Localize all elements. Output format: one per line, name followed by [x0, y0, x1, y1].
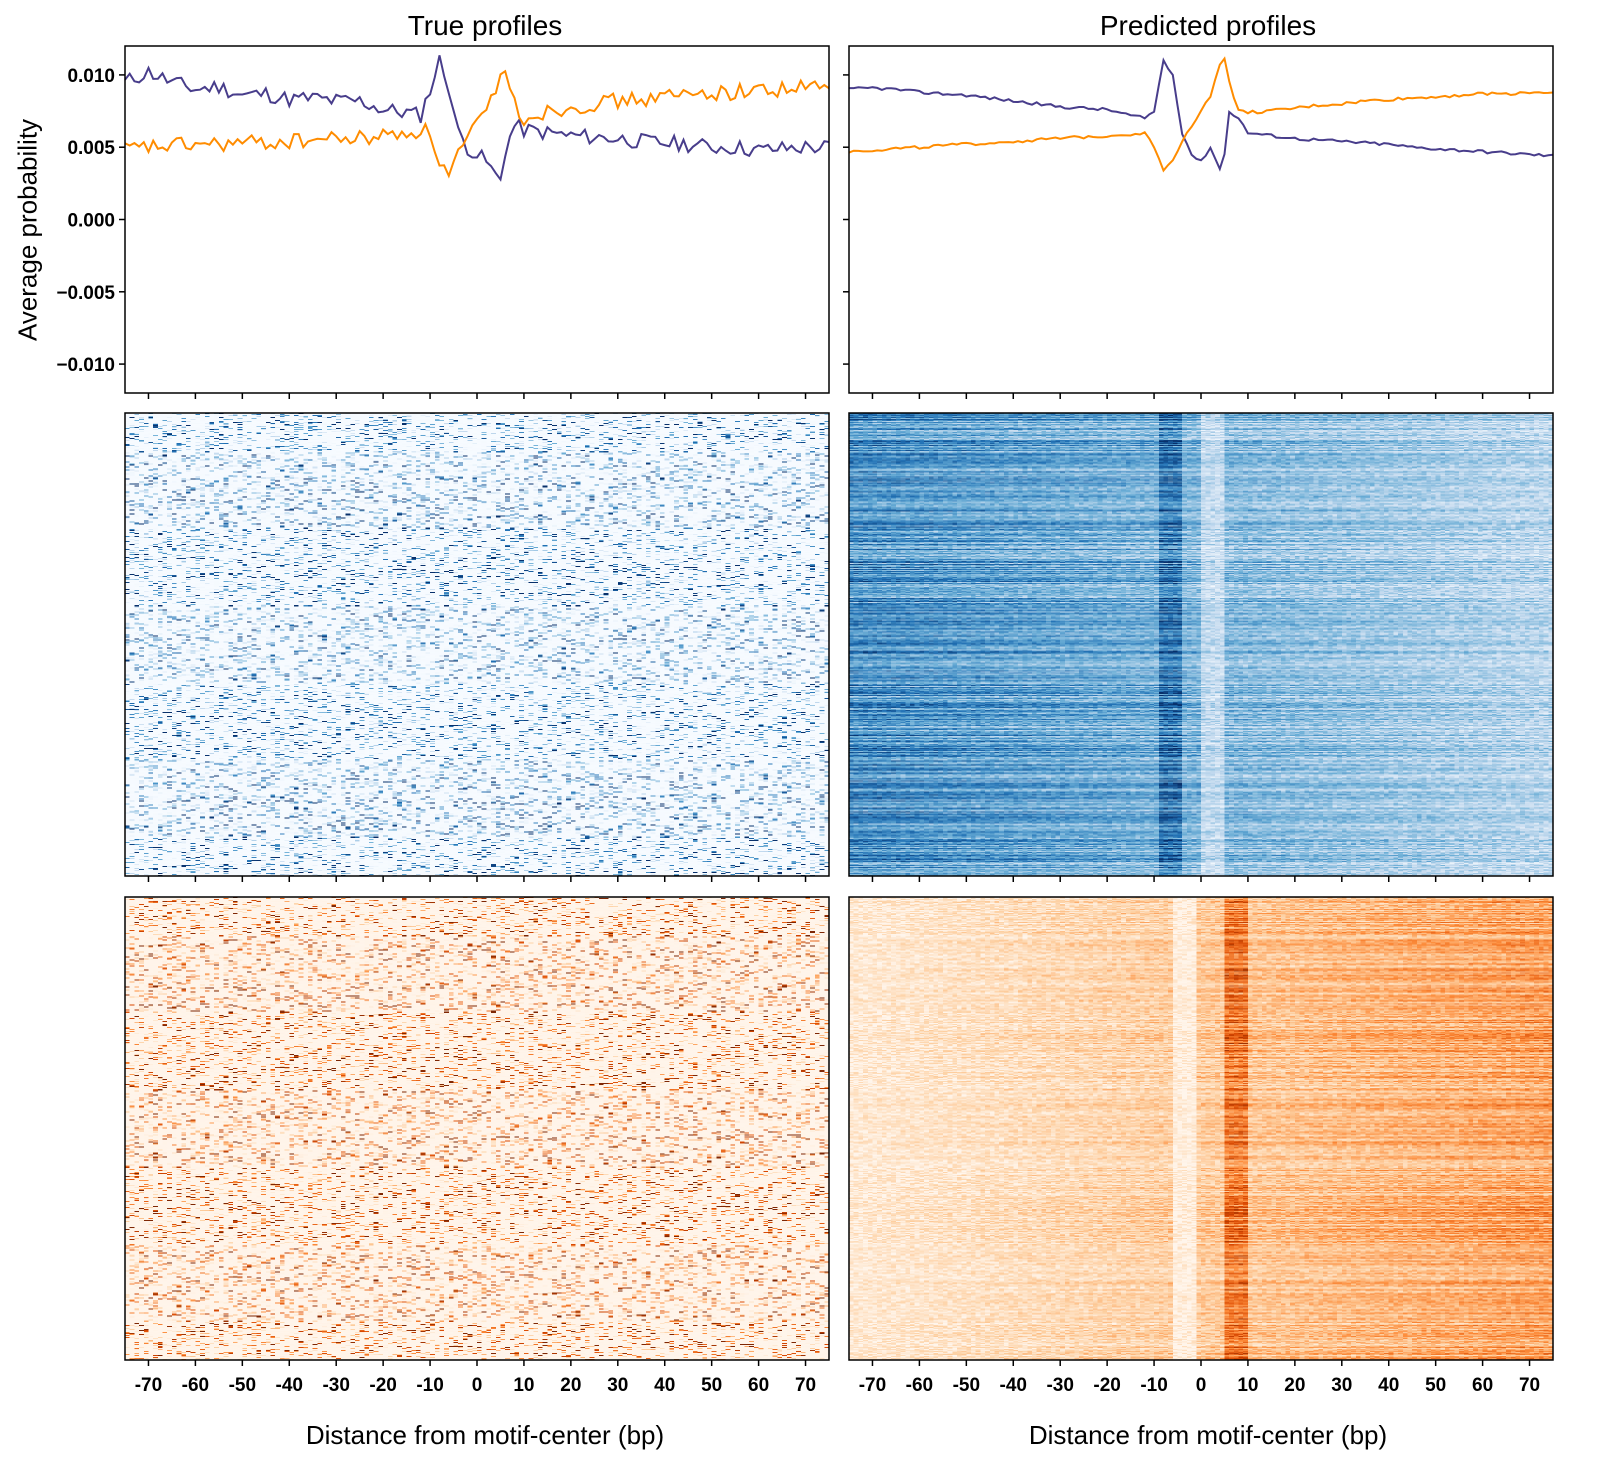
x-tick-label: 10: [513, 1375, 534, 1396]
x-tick-label: -40: [1000, 1375, 1027, 1396]
x-tick-label: 70: [795, 1375, 816, 1396]
x-tick-label: -40: [276, 1375, 303, 1396]
right-column-title: Predicted profiles: [1099, 10, 1317, 41]
heatmap-true-positive-strand: [125, 413, 829, 876]
x-tick-label: 60: [1472, 1375, 1493, 1396]
x-tick-label: 50: [701, 1375, 722, 1396]
x-tick-label: -60: [182, 1375, 209, 1396]
x-tick-label: -10: [416, 1375, 443, 1396]
panel-frame: [848, 412, 1554, 877]
panel-frame: [848, 45, 1554, 394]
heatmap-predicted-negative-strand: [849, 897, 1553, 1360]
x-tick-label: 20: [560, 1375, 581, 1396]
x-axis-label-left: Distance from motif-center (bp): [305, 1420, 665, 1450]
x-tick-label: -30: [1046, 1375, 1073, 1396]
panel-frame: [124, 896, 830, 1361]
x-tick-label: -20: [369, 1375, 396, 1396]
x-tick-label: 0: [472, 1375, 483, 1396]
x-tick-label: -70: [859, 1375, 886, 1396]
x-tick-label: 10: [1237, 1375, 1258, 1396]
y-tick-label: 0.000: [67, 211, 115, 232]
x-tick-label: -20: [1093, 1375, 1120, 1396]
x-tick-label: -10: [1140, 1375, 1167, 1396]
y-tick-label: 0.005: [67, 138, 115, 159]
y-tick-label: 0.010: [67, 66, 115, 87]
x-tick-label: 0: [1196, 1375, 1207, 1396]
profile-line-pred-0: [849, 57, 1554, 172]
heatmap-predicted-positive-strand: [849, 413, 1553, 876]
x-tick-label: 70: [1519, 1375, 1540, 1396]
y-tick-label: −0.010: [56, 355, 115, 376]
x-tick-label: 50: [1425, 1375, 1446, 1396]
y-tick-label: −0.005: [56, 283, 115, 304]
x-tick-label: -50: [953, 1375, 980, 1396]
profile-line-true-1: [124, 69, 830, 179]
x-tick-label: 30: [1331, 1375, 1352, 1396]
panel-frame: [124, 45, 830, 394]
x-tick-label: -70: [135, 1375, 162, 1396]
profile-line-true-0: [124, 55, 830, 182]
x-tick-label: 60: [748, 1375, 769, 1396]
panel-frame: [124, 412, 830, 877]
left-column-title: True profiles: [407, 10, 563, 41]
x-tick-label: -50: [229, 1375, 256, 1396]
heatmap-true-negative-strand: [125, 897, 829, 1360]
x-tick-label: 30: [607, 1375, 628, 1396]
profile-line-pred-1: [848, 56, 1554, 173]
x-tick-label: -30: [322, 1375, 349, 1396]
x-tick-label: -60: [906, 1375, 933, 1396]
x-tick-label: 40: [1378, 1375, 1399, 1396]
panel-frame: [848, 896, 1554, 1361]
x-tick-label: 40: [654, 1375, 675, 1396]
x-tick-label: 20: [1284, 1375, 1305, 1396]
x-axis-label-right: Distance from motif-center (bp): [1028, 1420, 1388, 1450]
